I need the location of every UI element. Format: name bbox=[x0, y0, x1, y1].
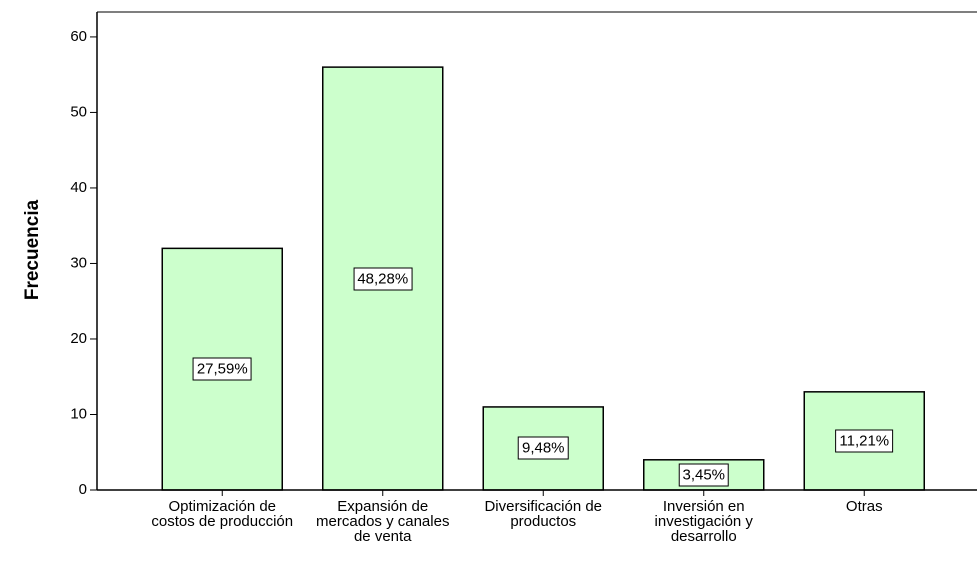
y-tick-label: 50 bbox=[70, 103, 87, 120]
y-tick-label: 10 bbox=[70, 405, 87, 422]
y-tick-label: 0 bbox=[79, 481, 87, 498]
y-tick-label: 60 bbox=[70, 28, 87, 45]
data-label: 9,48% bbox=[517, 436, 569, 460]
y-tick-label: 30 bbox=[70, 254, 87, 271]
data-label: 11,21% bbox=[835, 429, 894, 453]
data-label: 3,45% bbox=[678, 463, 730, 487]
x-tick-label: Diversificación de productos bbox=[484, 498, 603, 530]
x-tick-label: Inversión en investigación y desarrollo bbox=[654, 498, 753, 545]
data-label: 27,59% bbox=[192, 357, 252, 381]
x-tick-label: Otras bbox=[845, 498, 883, 515]
x-tick-label: Expansión de mercados y canales de venta bbox=[316, 498, 450, 545]
y-tick-label: 40 bbox=[70, 179, 87, 196]
y-tick-label: 20 bbox=[70, 330, 87, 347]
x-tick-label: Optimización de costos de producción bbox=[151, 498, 294, 530]
y-axis-label: Frecuencia bbox=[22, 199, 43, 300]
bar bbox=[161, 247, 283, 491]
bar bbox=[803, 391, 925, 491]
data-label: 48,28% bbox=[353, 267, 413, 291]
